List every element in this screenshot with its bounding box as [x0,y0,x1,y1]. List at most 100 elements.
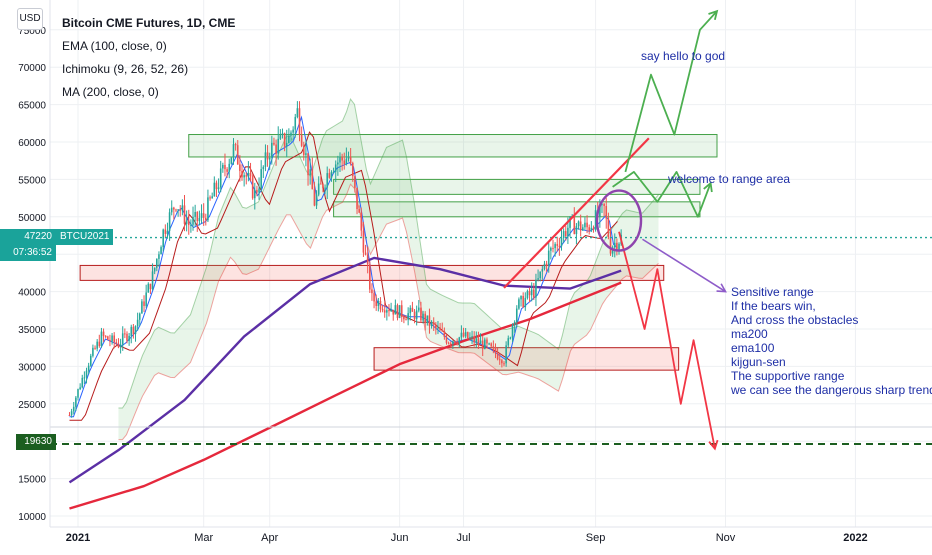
candle-body [226,169,228,172]
candle [362,222,365,257]
candle-body [475,338,478,343]
candle-body [330,172,333,178]
candle-body [162,229,164,248]
x-tick-label: 2022 [843,532,867,544]
candle [309,158,311,185]
candle [592,225,595,233]
candle [245,172,248,185]
candle [72,401,75,415]
candle-body [582,227,584,231]
candle-body [366,254,369,265]
candle [300,126,303,148]
candle [545,260,548,272]
candle-body [441,330,444,332]
highlight-circle [595,189,643,252]
candle [96,339,98,352]
candle-body [143,301,145,306]
candle [268,152,271,171]
indicator-ema[interactable]: EMA (100, close, 0) [62,39,167,53]
candle [535,273,537,307]
candle [113,332,116,349]
candle-body [141,301,143,314]
candle-body [447,342,450,344]
candle-body [554,244,556,249]
candle [322,182,324,193]
candle [343,152,346,170]
candle-body [603,203,605,207]
scenario-bull-path [624,10,718,173]
x-tick-label: Jun [391,532,409,544]
candle [477,331,480,349]
y-tick-label: 35000 [18,325,46,336]
candle [418,299,420,313]
candle-body [253,189,256,199]
candle-body [481,340,484,349]
candle-body [405,319,407,321]
candle [241,164,243,181]
candle-body [224,165,226,170]
candle-body [217,187,220,190]
indicator-ichimoku[interactable]: Ichimoku (9, 26, 52, 26) [62,62,189,76]
candle-body [473,336,475,343]
candle [224,153,226,177]
candle [371,283,373,301]
candle-body [520,296,522,300]
candle-body [526,291,529,298]
currency-button[interactable]: USD [17,8,43,30]
candle-body [111,335,113,342]
candle [511,323,514,343]
candle [390,302,392,312]
sensitive-line: The supportive range [731,369,845,383]
candle [81,374,84,389]
candle-body [354,176,356,188]
candle-body [373,293,375,302]
candle [228,158,231,179]
candle-body [379,300,382,310]
candle [232,138,235,165]
candle [377,297,380,312]
candle-body [232,144,235,158]
candle [279,129,282,140]
indicator-ma[interactable]: MA (200, close, 0) [62,85,159,99]
candle [141,299,143,314]
candle-body [486,339,488,344]
candle-body [530,289,533,296]
candle [558,237,561,256]
candle [94,345,96,350]
candle-body [183,205,186,224]
candle [579,214,582,237]
candle [462,327,465,338]
candle-body [205,217,207,221]
candle-body [181,205,184,211]
sensitive-line: kijgun-sen [731,355,786,369]
candle [556,236,559,252]
candle [533,282,535,301]
candle-body [313,189,316,206]
candle [424,311,426,331]
candle-body [213,182,216,197]
candle [430,320,433,329]
candle-body [236,145,239,165]
candle [249,162,252,182]
candle [498,353,501,365]
candle [236,140,239,165]
candle [458,336,461,348]
candle [296,101,299,119]
candle [102,328,105,342]
candle [513,320,516,333]
candle-body [443,330,446,337]
candle-body [420,307,422,321]
candle [290,130,292,143]
y-tick-label: 30000 [18,362,46,373]
candle-body [173,207,175,210]
candle [68,412,71,417]
candle-body [102,331,105,337]
y-tick-label: 75000 [18,26,46,37]
candle-body [456,342,458,344]
candle [479,333,482,344]
candle [320,174,322,185]
candle [618,242,620,255]
candle [275,139,277,166]
